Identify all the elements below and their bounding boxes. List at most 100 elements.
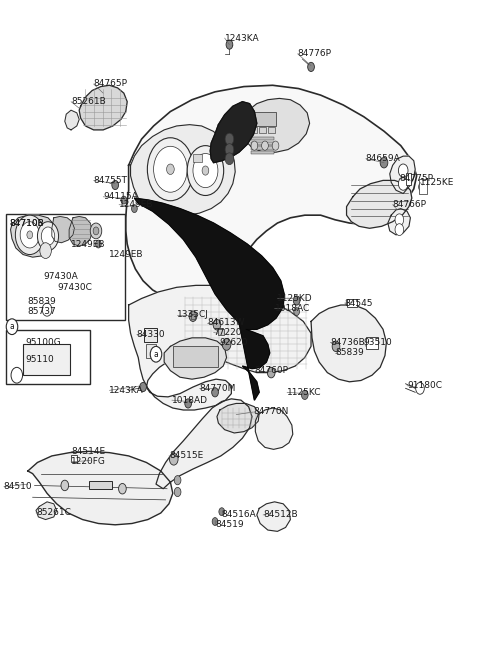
Circle shape xyxy=(213,319,221,330)
Circle shape xyxy=(416,382,424,394)
Circle shape xyxy=(395,214,404,226)
Circle shape xyxy=(96,240,101,248)
Circle shape xyxy=(226,40,233,49)
Text: 92620: 92620 xyxy=(220,338,248,347)
Circle shape xyxy=(225,133,234,145)
Bar xyxy=(71,455,77,462)
Polygon shape xyxy=(257,502,290,531)
Text: 84330: 84330 xyxy=(137,330,166,339)
Bar xyxy=(191,314,195,319)
Text: 84515E: 84515E xyxy=(169,451,203,461)
Bar xyxy=(146,344,156,358)
Polygon shape xyxy=(11,215,57,257)
Circle shape xyxy=(193,154,218,188)
Circle shape xyxy=(132,205,137,213)
Text: 84736B: 84736B xyxy=(330,338,365,347)
Text: 84545: 84545 xyxy=(345,298,373,308)
Bar xyxy=(249,112,276,126)
Polygon shape xyxy=(65,110,79,130)
Text: 84512B: 84512B xyxy=(263,510,298,520)
Polygon shape xyxy=(36,502,57,520)
Circle shape xyxy=(398,164,408,177)
Polygon shape xyxy=(210,102,257,163)
Text: 1335CJ: 1335CJ xyxy=(177,310,208,319)
Circle shape xyxy=(219,508,225,516)
Bar xyxy=(89,481,112,489)
Circle shape xyxy=(11,367,23,383)
Circle shape xyxy=(6,319,18,335)
Circle shape xyxy=(380,157,388,168)
Polygon shape xyxy=(131,125,235,215)
Text: 85737: 85737 xyxy=(28,307,57,316)
Circle shape xyxy=(41,227,55,245)
Circle shape xyxy=(42,303,52,316)
Text: 97430C: 97430C xyxy=(58,283,93,292)
Bar xyxy=(218,329,224,335)
Circle shape xyxy=(93,227,99,235)
Bar xyxy=(193,154,202,162)
Text: 85839: 85839 xyxy=(335,348,364,358)
Text: 84516A: 84516A xyxy=(222,510,256,520)
Text: 95110: 95110 xyxy=(25,355,54,364)
Text: 84519: 84519 xyxy=(215,520,244,529)
Circle shape xyxy=(267,367,275,378)
Text: 77220: 77220 xyxy=(214,328,242,337)
Polygon shape xyxy=(79,85,127,130)
Polygon shape xyxy=(134,198,284,400)
Text: 95100G: 95100G xyxy=(25,338,60,347)
Text: 1018AC: 1018AC xyxy=(275,304,310,313)
Circle shape xyxy=(419,183,424,191)
Circle shape xyxy=(272,141,279,150)
Text: 1243KA: 1243KA xyxy=(109,386,144,395)
Text: 85261B: 85261B xyxy=(71,97,106,106)
Polygon shape xyxy=(69,216,92,246)
Text: 84710B: 84710B xyxy=(10,218,44,228)
Text: 1220FG: 1220FG xyxy=(71,457,106,466)
Circle shape xyxy=(212,388,218,397)
Text: 84766P: 84766P xyxy=(393,200,427,209)
Bar xyxy=(144,328,157,342)
Bar xyxy=(268,127,275,133)
Circle shape xyxy=(225,144,234,155)
Text: 84514E: 84514E xyxy=(71,447,105,456)
Text: 1125KD: 1125KD xyxy=(277,294,313,303)
Polygon shape xyxy=(390,156,415,194)
Circle shape xyxy=(169,453,178,465)
Bar xyxy=(366,337,378,349)
Polygon shape xyxy=(311,305,386,382)
Circle shape xyxy=(167,164,174,174)
Circle shape xyxy=(187,146,224,195)
Circle shape xyxy=(212,518,218,525)
Text: 84770M: 84770M xyxy=(199,384,236,393)
Polygon shape xyxy=(217,403,259,433)
Text: 85839: 85839 xyxy=(28,297,57,306)
Text: 91180C: 91180C xyxy=(407,381,442,390)
Polygon shape xyxy=(164,338,227,379)
Circle shape xyxy=(40,243,51,258)
Polygon shape xyxy=(156,399,252,489)
Circle shape xyxy=(222,338,231,350)
Text: 84776P: 84776P xyxy=(298,49,332,58)
Text: 84765P: 84765P xyxy=(94,79,128,89)
Circle shape xyxy=(251,141,258,150)
Circle shape xyxy=(262,141,268,150)
Circle shape xyxy=(398,177,408,190)
Bar xyxy=(173,346,218,367)
Bar xyxy=(6,214,125,320)
Polygon shape xyxy=(388,209,410,235)
Bar xyxy=(251,142,274,145)
Text: 84755T: 84755T xyxy=(94,176,128,185)
Text: 93510: 93510 xyxy=(364,338,393,347)
Bar xyxy=(419,179,427,194)
Bar xyxy=(251,151,274,154)
Circle shape xyxy=(174,487,181,497)
Text: 1249EB: 1249EB xyxy=(71,239,106,249)
Circle shape xyxy=(308,62,314,72)
Polygon shape xyxy=(347,180,412,228)
Circle shape xyxy=(332,341,340,352)
Circle shape xyxy=(20,222,39,248)
Circle shape xyxy=(61,480,69,491)
Polygon shape xyxy=(129,285,311,410)
Circle shape xyxy=(225,153,234,165)
Text: 94115A: 94115A xyxy=(103,192,138,201)
